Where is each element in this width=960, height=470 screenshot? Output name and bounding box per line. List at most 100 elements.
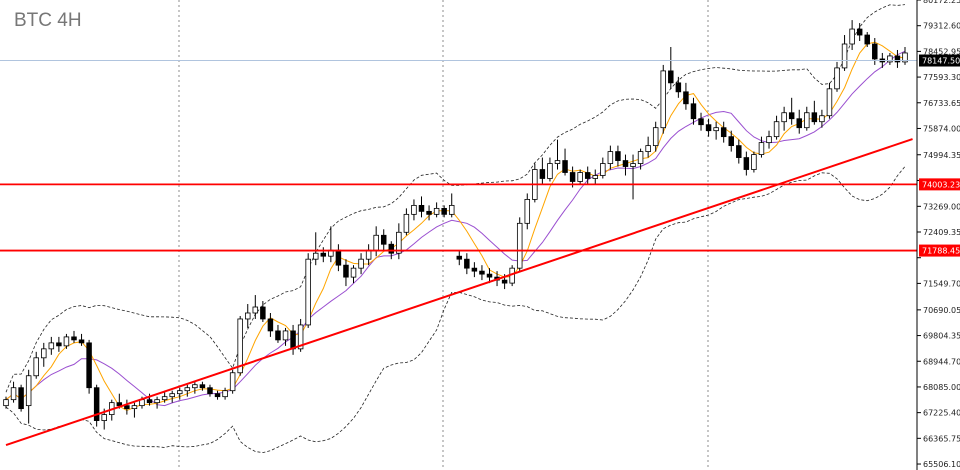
- candle-body: [388, 243, 395, 254]
- candle-body: [683, 91, 689, 105]
- candle-body: [146, 399, 153, 404]
- candle-body: [116, 402, 123, 407]
- candle-body: [282, 330, 289, 341]
- candle-body: [403, 213, 410, 233]
- candle-body: [297, 324, 304, 350]
- candle-body: [849, 28, 855, 45]
- candle-body: [411, 204, 417, 215]
- y-tick-label: 67225.40: [923, 409, 960, 418]
- candle-body: [743, 157, 750, 170]
- candle-body: [267, 318, 274, 332]
- candle-body: [668, 70, 674, 84]
- candle-body: [645, 145, 651, 152]
- candle-body: [312, 252, 319, 260]
- candle-body: [562, 160, 568, 173]
- candle-body: [864, 34, 870, 45]
- candle-body: [177, 390, 183, 395]
- candle-body: [501, 279, 508, 284]
- candle-body: [3, 399, 9, 407]
- candle-body: [479, 270, 485, 275]
- y-tick-label: 65506.10: [923, 460, 960, 469]
- candle-body: [615, 151, 621, 161]
- y-tick-label: 75874.00: [923, 124, 960, 133]
- chart-title: BTC 4H: [14, 10, 82, 31]
- y-tick-label: 73269.00: [923, 202, 960, 211]
- level-price-tag: 74003.23: [922, 180, 960, 189]
- candle-body: [305, 258, 311, 326]
- price-axis: 80172.25 79312.60 78452.95 77593.30 76733.65…: [916, 0, 960, 470]
- y-tick-label: 68085.00: [923, 383, 960, 392]
- y-tick-label: 80172.25: [923, 0, 960, 5]
- candle-body: [464, 258, 470, 269]
- candle-body: [569, 172, 576, 182]
- candle-body: [804, 112, 810, 129]
- candle-body: [766, 136, 772, 144]
- candle-body: [902, 52, 908, 63]
- y-tick-label: 68944.70: [923, 357, 960, 366]
- candle-body: [169, 393, 175, 398]
- candle-body: [229, 372, 236, 392]
- candle-body: [86, 342, 92, 389]
- candle-body: [788, 112, 795, 120]
- candle-body: [343, 264, 349, 278]
- candle-body: [373, 234, 379, 251]
- y-tick-label: 69804.35: [923, 332, 960, 341]
- candle-body: [199, 384, 206, 389]
- level-price-tag: 71788.45: [922, 247, 960, 256]
- candle-body: [811, 112, 818, 123]
- candle-body: [192, 384, 198, 389]
- candle-body: [433, 207, 440, 215]
- candle-body: [320, 252, 327, 257]
- y-tick-label: 66365.75: [923, 434, 960, 443]
- candle-body: [78, 339, 85, 344]
- y-tick-label: 71549.70: [923, 279, 960, 288]
- candle-body: [471, 267, 478, 272]
- candle-body: [720, 127, 727, 138]
- slow-ma-line: [5, 50, 906, 407]
- candle-body: [630, 163, 636, 167]
- candle-body: [71, 336, 77, 341]
- candle-body: [245, 312, 251, 320]
- candle-body: [887, 55, 893, 63]
- candle-body: [554, 160, 561, 164]
- candle-body: [872, 43, 878, 60]
- candle-body: [539, 169, 546, 179]
- ascending-trendline: [5, 138, 913, 447]
- y-tick-label: 74994.35: [923, 151, 960, 160]
- candle-body: [101, 414, 107, 421]
- candle-body: [577, 172, 583, 182]
- candle-body: [207, 387, 213, 395]
- candle-body: [486, 273, 493, 278]
- trendline-layer: [5, 138, 913, 447]
- candle-body: [18, 387, 24, 410]
- candle-body: [290, 330, 296, 350]
- candle-body: [396, 231, 402, 254]
- candle-body: [894, 55, 901, 63]
- candle-body: [796, 118, 802, 129]
- candle-body: [751, 154, 757, 170]
- candle-body: [275, 330, 281, 341]
- candle-body: [690, 103, 697, 120]
- candle-body: [841, 43, 848, 69]
- bollinger-bands: [5, 4, 906, 454]
- candle-body: [622, 160, 629, 167]
- y-tick-label: 78452.95: [923, 47, 960, 56]
- candle-body: [161, 396, 168, 401]
- candle-body: [758, 142, 765, 155]
- candle-body: [25, 375, 32, 407]
- moving-averages: [5, 41, 906, 411]
- candle-body: [93, 387, 100, 421]
- lower-band-line: [5, 166, 906, 454]
- level-price-tag-box: [919, 244, 960, 257]
- fast-ma-line: [5, 41, 906, 411]
- candle-body: [713, 127, 719, 132]
- candle-body: [652, 127, 659, 147]
- candle-body: [826, 88, 833, 117]
- candle-body: [56, 342, 62, 347]
- candle-body: [600, 163, 606, 176]
- candle-body: [350, 267, 357, 278]
- candle-body: [819, 115, 825, 123]
- y-tick-label: 77593.30: [923, 73, 960, 82]
- candle-body: [184, 387, 191, 392]
